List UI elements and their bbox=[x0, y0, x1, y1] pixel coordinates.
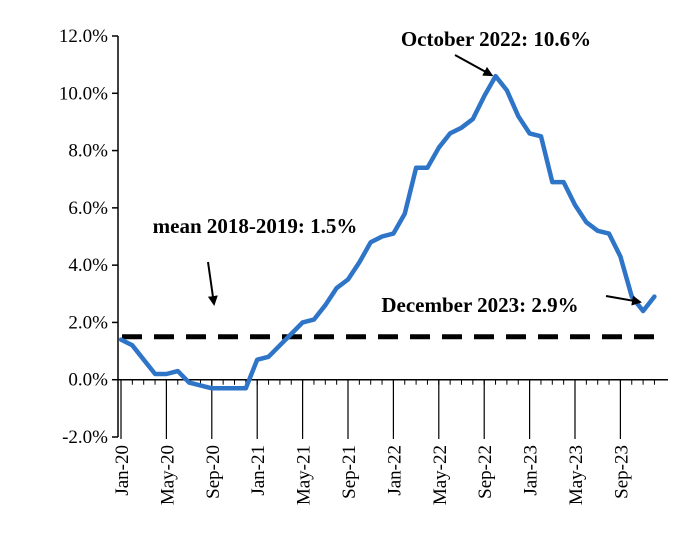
annotation-latest-label: December 2023: 2.9% bbox=[381, 293, 578, 317]
data-point bbox=[494, 74, 498, 78]
x-tick-label: May-22 bbox=[430, 445, 451, 505]
data-point bbox=[482, 94, 486, 98]
data-point bbox=[425, 166, 429, 170]
data-point bbox=[233, 386, 237, 390]
data-point bbox=[652, 295, 656, 299]
data-point bbox=[323, 303, 327, 307]
annotation-layer: October 2022: 10.6% December 2023: 2.9% me… bbox=[153, 27, 642, 317]
data-point bbox=[380, 235, 384, 239]
data-point bbox=[414, 166, 418, 170]
annotation-mean-arrow bbox=[207, 261, 218, 306]
x-tick-label: Jan-20 bbox=[112, 445, 133, 496]
data-point bbox=[346, 277, 350, 281]
data-point bbox=[301, 320, 305, 324]
annotation-latest-arrow bbox=[605, 295, 642, 306]
data-point bbox=[550, 180, 554, 184]
y-tick-label: 8.0% bbox=[68, 141, 108, 162]
data-point bbox=[403, 212, 407, 216]
data-point bbox=[221, 386, 225, 390]
annotation-peak-label: October 2022: 10.6% bbox=[401, 27, 591, 51]
data-point bbox=[187, 381, 191, 385]
y-tick-label: 12.0% bbox=[59, 26, 108, 47]
x-tick-label: May-21 bbox=[294, 445, 315, 505]
annotation-mean-label: mean 2018-2019: 1.5% bbox=[153, 214, 358, 238]
x-tick-label: Sep-22 bbox=[475, 445, 496, 499]
data-point bbox=[505, 88, 509, 92]
data-point bbox=[312, 318, 316, 322]
data-point bbox=[244, 386, 248, 390]
data-point bbox=[142, 358, 146, 362]
data-point bbox=[460, 126, 464, 130]
data-point bbox=[607, 232, 611, 236]
data-point bbox=[528, 131, 532, 135]
data-point bbox=[255, 358, 259, 362]
data-point bbox=[119, 338, 123, 342]
data-point bbox=[278, 343, 282, 347]
data-point bbox=[369, 240, 373, 244]
data-point bbox=[210, 386, 214, 390]
x-tick-label: Jan-21 bbox=[248, 445, 269, 496]
data-point bbox=[584, 220, 588, 224]
y-tick-label: 4.0% bbox=[68, 255, 108, 276]
data-point bbox=[289, 332, 293, 336]
data-point bbox=[641, 309, 645, 313]
data-point bbox=[153, 372, 157, 376]
y-tick-label: 10.0% bbox=[59, 83, 108, 104]
x-tick-label: Jan-23 bbox=[521, 445, 542, 496]
y-tick-label: 6.0% bbox=[68, 198, 108, 219]
x-tick-label: May-20 bbox=[157, 445, 178, 505]
y-tick-label: 2.0% bbox=[68, 312, 108, 333]
data-point bbox=[573, 203, 577, 207]
data-point bbox=[391, 232, 395, 236]
data-point bbox=[357, 260, 361, 264]
data-point bbox=[448, 131, 452, 135]
data-point bbox=[130, 343, 134, 347]
x-tick-label: May-23 bbox=[566, 445, 587, 505]
axes: -2.0% 0.0% 2.0% 4.0% 6.0% 8.0% 10.0% 12.0% Jan-2… bbox=[59, 26, 668, 505]
data-point bbox=[516, 114, 520, 118]
series-line bbox=[118, 73, 657, 391]
data-point bbox=[539, 134, 543, 138]
y-tick-label: 0.0% bbox=[68, 370, 108, 391]
data-point bbox=[437, 146, 441, 150]
data-point bbox=[335, 286, 339, 290]
data-point bbox=[471, 117, 475, 121]
annotation-peak-arrow bbox=[454, 54, 494, 77]
x-tick-label: Jan-22 bbox=[384, 445, 405, 496]
y-tick-label: -2.0% bbox=[62, 427, 108, 448]
x-tick-label: Sep-20 bbox=[203, 445, 224, 499]
data-point bbox=[164, 372, 168, 376]
data-point bbox=[176, 369, 180, 373]
data-point bbox=[198, 383, 202, 387]
data-point bbox=[618, 255, 622, 259]
series-layer bbox=[118, 73, 657, 391]
x-tick-label: Sep-23 bbox=[611, 445, 632, 499]
x-tick-label: Sep-21 bbox=[339, 445, 360, 499]
data-point bbox=[630, 295, 634, 299]
data-point bbox=[596, 229, 600, 233]
data-point bbox=[267, 355, 271, 359]
data-point bbox=[562, 180, 566, 184]
